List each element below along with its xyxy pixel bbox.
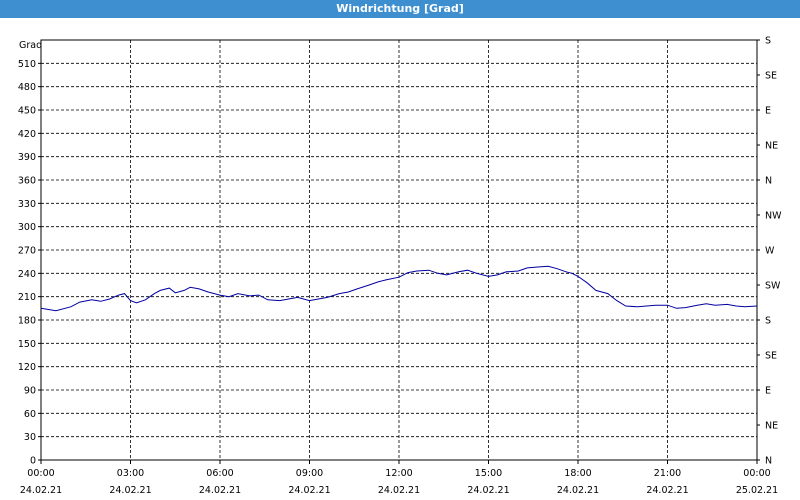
x-axis: 00:00 24.02.21 03:00 24.02.21 06:00 24.02.21 0… — [20, 460, 778, 496]
y-tick-label: 390 — [18, 152, 36, 163]
x-tick-date: 25.02.21 — [736, 485, 778, 496]
x-tick-date: 24.02.21 — [109, 485, 151, 496]
y-tick-label: 90 — [24, 386, 36, 397]
right-tick-label: W — [765, 246, 775, 257]
y-tick-label: 30 — [24, 432, 36, 443]
series-line — [40, 265, 758, 312]
x-tick-time: 21:00 — [654, 468, 681, 479]
x-tick-date: 24.02.21 — [378, 485, 420, 496]
right-tick-label: NE — [765, 141, 778, 152]
x-tick-date: 24.02.21 — [199, 485, 241, 496]
y-tick-label: 360 — [18, 176, 36, 187]
right-tick-label: N — [765, 176, 772, 187]
x-tick-time: 09:00 — [296, 468, 323, 479]
x-tick-date: 24.02.21 — [288, 485, 330, 496]
plot-frame — [40, 39, 758, 461]
y-tick-label: 330 — [18, 199, 36, 210]
x-tick-time: 00:00 — [27, 468, 54, 479]
window-title: Windrichtung [Grad] — [0, 0, 800, 18]
x-tick-time: 18:00 — [564, 468, 591, 479]
y-axis-label: Grad — [19, 40, 42, 51]
y-tick-label: 180 — [18, 316, 36, 327]
x-tick-time: 15:00 — [475, 468, 502, 479]
x-tick-date: 24.02.21 — [20, 485, 62, 496]
y-tick-label: 60 — [24, 409, 36, 420]
x-tick-date: 24.02.21 — [467, 485, 509, 496]
series-layer — [40, 265, 758, 312]
y-tick-label: 120 — [18, 362, 36, 373]
y-tick-label: 450 — [18, 106, 36, 117]
right-tick-label: E — [765, 386, 771, 397]
y-tick-label: 0 — [30, 456, 36, 467]
right-tick-label: E — [765, 106, 771, 117]
right-tick-label: S — [765, 36, 771, 47]
y-tick-label: 420 — [18, 129, 36, 140]
grid-lines — [41, 40, 757, 460]
y-tick-label: 480 — [18, 82, 36, 93]
x-tick-time: 00:00 — [743, 468, 770, 479]
wind-direction-chart: 0 30 60 90 120 150 180 210 240 270 300 330 360 390 420… — [18, 36, 782, 497]
right-tick-label: SW — [765, 281, 781, 292]
x-tick-date: 24.02.21 — [646, 485, 688, 496]
right-tick-label: N — [765, 456, 772, 467]
y-tick-label: 510 — [18, 59, 36, 70]
y-tick-label: 300 — [18, 222, 36, 233]
x-tick-time: 12:00 — [385, 468, 412, 479]
y-tick-label: 150 — [18, 339, 36, 350]
right-tick-label: S — [765, 316, 771, 327]
x-tick-date: 24.02.21 — [557, 485, 599, 496]
x-tick-time: 03:00 — [117, 468, 144, 479]
y-tick-label: 210 — [18, 292, 36, 303]
x-tick-time: 06:00 — [206, 468, 233, 479]
y-tick-label: 270 — [18, 246, 36, 257]
right-tick-label: NW — [765, 211, 782, 222]
right-tick-label: NE — [765, 421, 778, 432]
right-tick-label: SE — [765, 71, 777, 82]
left-y-axis: 0 30 60 90 120 150 180 210 240 270 300 330 360 390 420… — [18, 59, 41, 467]
y-tick-label: 240 — [18, 269, 36, 280]
right-y-axis: N NE E SE S SW W NW N NE E SE S — [757, 36, 782, 467]
right-tick-label: SE — [765, 351, 777, 362]
